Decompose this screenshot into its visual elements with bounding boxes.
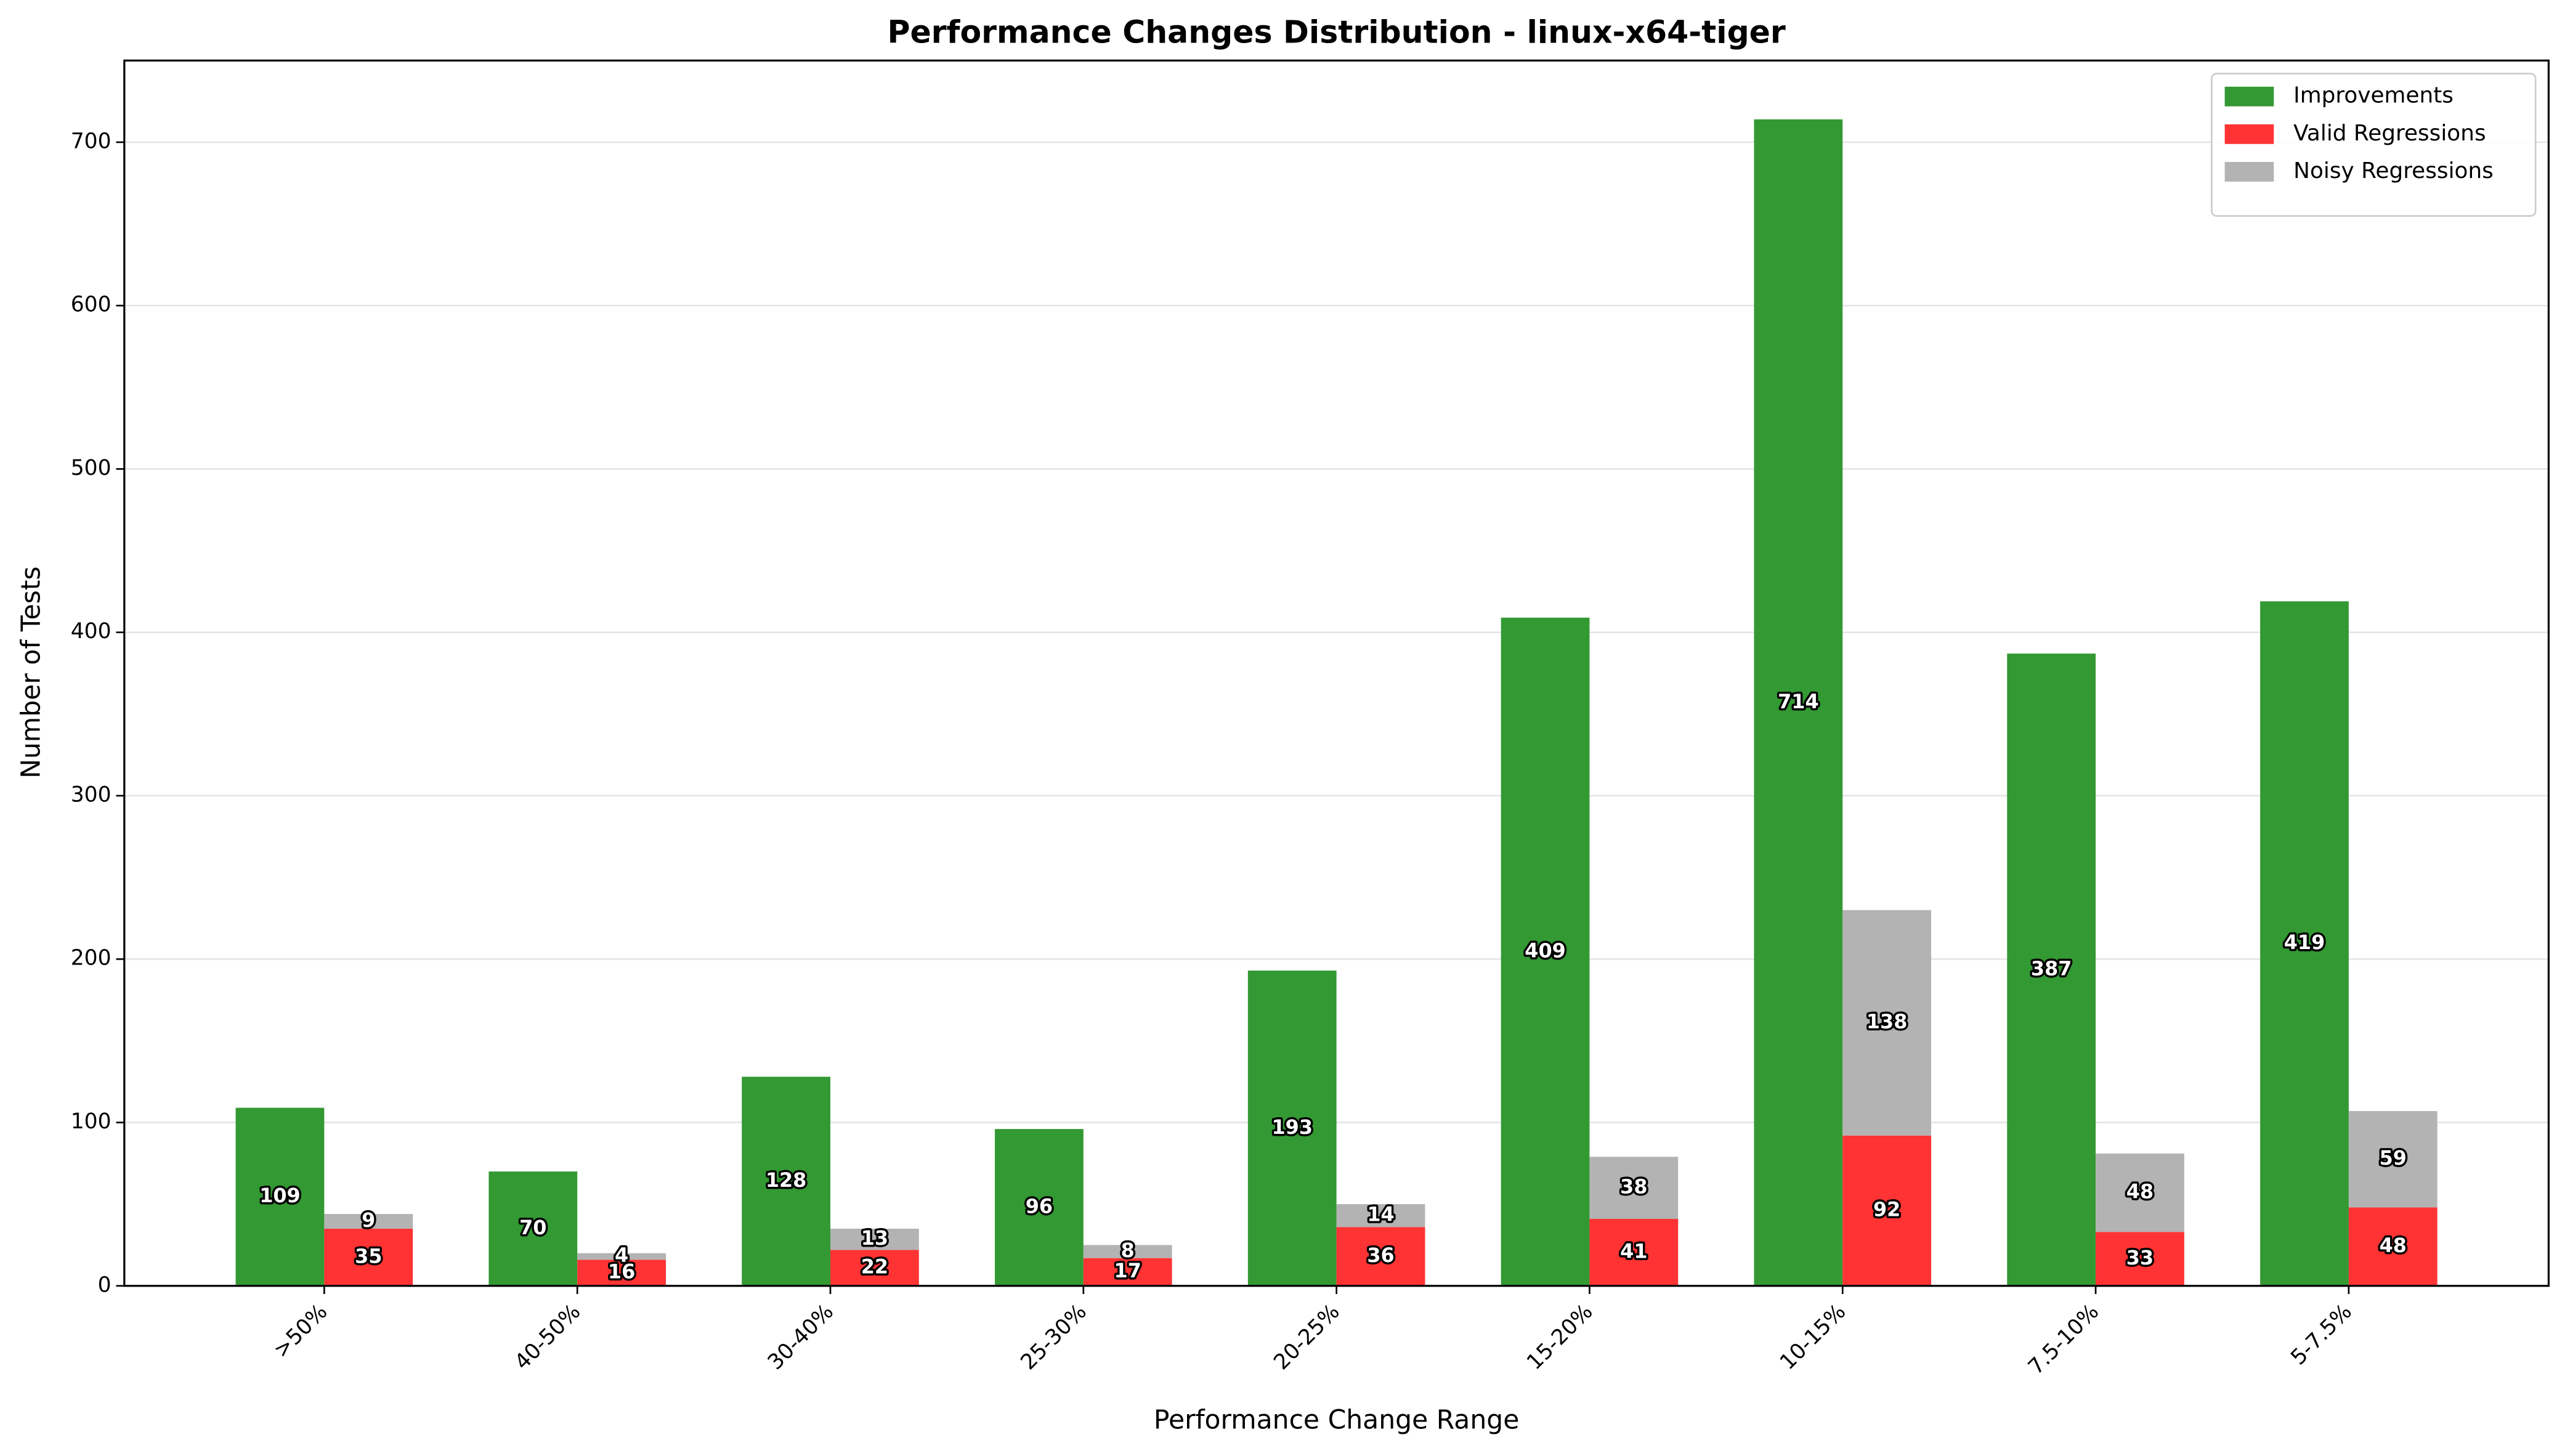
bar <box>742 1077 831 1286</box>
legend-label: Valid Regressions <box>2293 121 2486 146</box>
value-label: 419 <box>2284 931 2325 954</box>
value-label: 59 <box>2380 1146 2407 1170</box>
value-label: 109 <box>259 1184 301 1207</box>
bar <box>1842 910 1932 1136</box>
x-tick-label: 40-50% <box>510 1300 585 1375</box>
value-label: 22 <box>861 1255 888 1279</box>
x-tick-label: 7.5-10% <box>2024 1300 2104 1380</box>
y-tick-label: 400 <box>71 619 111 644</box>
value-label: 387 <box>2031 957 2072 980</box>
legend-swatch <box>2224 86 2274 107</box>
x-tick-label: 5-7.5% <box>2286 1300 2357 1370</box>
value-label: 4 <box>615 1244 628 1267</box>
bar <box>324 1214 413 1229</box>
bar <box>830 1250 919 1286</box>
y-tick-label: 200 <box>71 946 111 971</box>
bar <box>1842 1135 1932 1286</box>
bar <box>2260 601 2349 1286</box>
bar <box>1083 1258 1172 1286</box>
value-label: 33 <box>2126 1246 2154 1269</box>
y-tick-label: 0 <box>98 1272 111 1297</box>
bar <box>488 1171 578 1286</box>
bar <box>235 1107 325 1286</box>
x-tick-label: 25-30% <box>1016 1300 1092 1375</box>
value-label: 96 <box>1026 1194 1053 1218</box>
bar <box>324 1228 413 1286</box>
bar <box>2348 1207 2437 1286</box>
bar <box>830 1228 919 1250</box>
value-label: 36 <box>1367 1244 1394 1267</box>
chart-title: Performance Changes Distribution - linux… <box>887 14 1785 50</box>
bar <box>1247 970 1337 1286</box>
y-tick-label: 300 <box>71 782 111 807</box>
legend-label: Noisy Regressions <box>2293 158 2494 184</box>
bar <box>1754 119 1843 1286</box>
legend-swatch <box>2224 161 2274 182</box>
bar <box>1589 1218 1679 1286</box>
legend: Improvements Valid Regressions Noisy Regre… <box>2211 73 2537 217</box>
bar <box>2096 1232 2184 1286</box>
value-label: 48 <box>2126 1180 2154 1203</box>
bar <box>577 1260 666 1286</box>
bar <box>577 1253 666 1260</box>
y-axis-label: Number of Tests <box>17 566 47 778</box>
bar <box>2348 1110 2437 1208</box>
bar <box>1501 617 1590 1286</box>
value-label: 8 <box>1121 1239 1135 1262</box>
bar <box>2096 1153 2184 1232</box>
x-tick-label: 20-25% <box>1269 1300 1344 1375</box>
value-label: 14 <box>1367 1203 1394 1226</box>
legend-swatch <box>2224 124 2274 144</box>
value-label: 38 <box>1620 1175 1647 1199</box>
bar <box>1589 1157 1679 1219</box>
value-label: 13 <box>861 1226 888 1250</box>
bar <box>2007 653 2096 1286</box>
bar <box>995 1129 1084 1286</box>
y-tick-label: 600 <box>71 293 111 317</box>
x-tick-label: >50% <box>269 1300 332 1363</box>
bar <box>1336 1204 1425 1227</box>
y-tick-label: 700 <box>71 129 111 153</box>
value-label: 714 <box>1778 690 1819 713</box>
plot-frame <box>123 59 2550 1287</box>
bar <box>1336 1227 1425 1286</box>
legend-label: Improvements <box>2293 83 2454 108</box>
value-label: 9 <box>362 1208 375 1232</box>
value-label: 193 <box>1271 1115 1313 1139</box>
value-label: 70 <box>519 1216 546 1239</box>
value-label: 41 <box>1620 1239 1647 1263</box>
y-tick-label: 500 <box>71 456 111 480</box>
value-label: 35 <box>355 1244 382 1268</box>
value-label: 17 <box>1114 1259 1141 1282</box>
value-label: 48 <box>2380 1234 2407 1257</box>
y-tick-label: 100 <box>71 1109 111 1134</box>
x-tick-label: 30-40% <box>763 1300 838 1375</box>
value-label: 92 <box>1873 1198 1900 1221</box>
x-axis-label: Performance Change Range <box>1154 1405 1519 1436</box>
legend-box <box>2211 73 2537 217</box>
x-tick-label: 15-20% <box>1522 1300 1597 1375</box>
value-label: 16 <box>608 1260 635 1284</box>
x-tick-label: 10-15% <box>1775 1300 1850 1375</box>
value-label: 409 <box>1525 939 1566 962</box>
value-label: 138 <box>1866 1010 1908 1033</box>
bar <box>1083 1245 1172 1258</box>
value-label: 128 <box>766 1168 807 1192</box>
